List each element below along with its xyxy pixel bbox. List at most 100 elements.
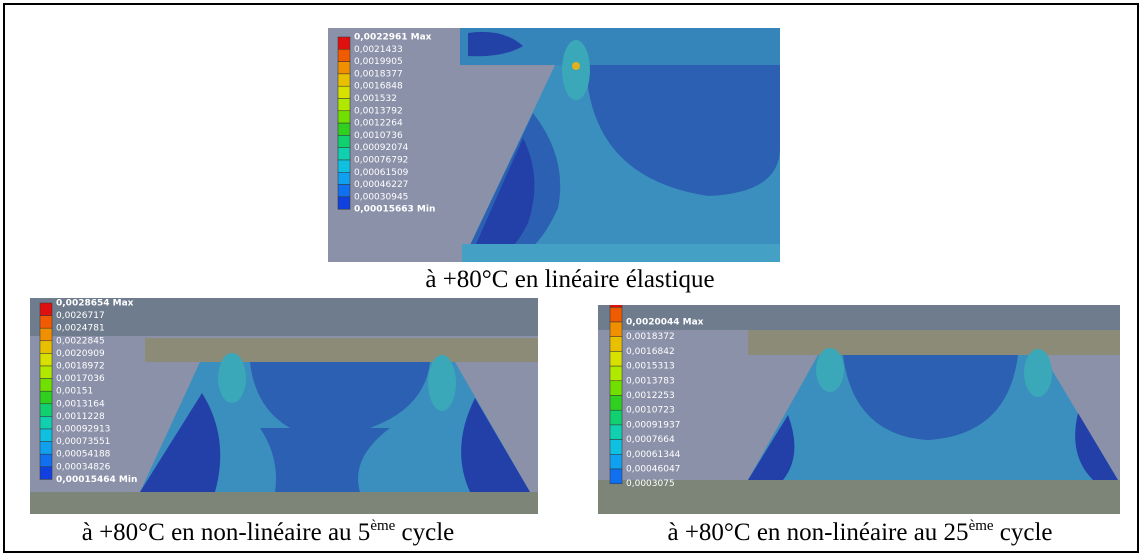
legend-label: 0,0012253 bbox=[626, 391, 675, 401]
legend-swatch bbox=[39, 327, 53, 342]
legend-swatch bbox=[39, 378, 53, 392]
legend-swatch bbox=[39, 453, 53, 468]
legend-label: 0,0015313 bbox=[626, 362, 675, 372]
legend-label: 0,00046047 bbox=[626, 465, 680, 475]
legend-swatch bbox=[39, 340, 53, 354]
caption-sup: ème bbox=[370, 518, 396, 534]
legend-label: 0,001532 bbox=[354, 94, 397, 104]
legend-label: 0,0013783 bbox=[626, 376, 675, 386]
legend-label: 0,0013792 bbox=[354, 106, 403, 116]
legend-label: 0,00046227 bbox=[354, 180, 408, 190]
legend-swatch bbox=[337, 98, 351, 112]
legend-label: 0,0018972 bbox=[56, 362, 105, 372]
legend-label: 0,00061344 bbox=[626, 450, 681, 460]
legend-label: 0,0026717 bbox=[56, 311, 105, 321]
legend-swatch bbox=[39, 315, 53, 329]
legend-label: 0,00015663 Min bbox=[354, 205, 435, 215]
legend-swatch bbox=[609, 468, 623, 484]
legend-swatch bbox=[609, 351, 623, 367]
fea-image: 0,0020044 Max 0,0018372 0,0016842 0,0015313… bbox=[598, 305, 1120, 514]
legend-swatch bbox=[337, 61, 351, 75]
legend-swatch bbox=[39, 390, 53, 405]
legend-swatch bbox=[337, 184, 351, 198]
legend-swatch bbox=[39, 353, 53, 367]
legend-swatch bbox=[337, 147, 351, 161]
caption-sup: ème bbox=[968, 518, 994, 534]
legend-swatch bbox=[609, 336, 623, 352]
legend-label: 0,0019905 bbox=[354, 57, 403, 67]
legend-label: 0,0017036 bbox=[56, 374, 105, 384]
legend-swatch bbox=[39, 416, 53, 430]
legend-label: 0,0020909 bbox=[56, 349, 105, 359]
caption-tail: cycle bbox=[395, 519, 455, 546]
legend-swatch bbox=[609, 305, 623, 308]
caption-text: à +80°C en non-linéaire au 5 bbox=[81, 519, 371, 546]
caption-text: à +80°C en non-linéaire au 25 bbox=[667, 519, 969, 546]
legend-swatch bbox=[39, 441, 53, 455]
caption: à +80°C en non-linéaire au 25ème cycle bbox=[667, 518, 1052, 547]
legend-label: 0,0024781 bbox=[56, 324, 105, 334]
legend-swatch bbox=[39, 466, 53, 480]
legend-label: 0,00015464 Min bbox=[56, 475, 137, 485]
fea-panel: 0,0020044 Max 0,0018372 0,0016842 0,0015313… bbox=[598, 305, 1120, 514]
legend-swatch bbox=[337, 85, 351, 99]
caption: à +80°C en linéaire élastique bbox=[425, 266, 714, 294]
legend-label: 0,0016848 bbox=[354, 82, 403, 92]
fea-panel: 0,0028654 Max 0,0026717 0,0024781 0,0022845… bbox=[30, 298, 538, 514]
legend-label: 0,0010723 bbox=[626, 406, 675, 416]
legend-swatch bbox=[337, 135, 351, 148]
legend-swatch bbox=[39, 428, 53, 442]
legend-swatch bbox=[337, 36, 351, 50]
caption-text: à +80°C en linéaire élastique bbox=[425, 266, 715, 293]
legend-label: 0,00073551 bbox=[56, 437, 110, 447]
legend-label: 0,0022845 bbox=[56, 336, 105, 346]
caption: à +80°C en non-linéaire au 5ème cycle bbox=[82, 518, 455, 547]
legend-label: 0,0016842 bbox=[626, 347, 675, 357]
legend-swatch bbox=[39, 365, 53, 379]
figure-frame bbox=[3, 3, 1139, 553]
caption-tail: cycle bbox=[993, 519, 1053, 546]
legend-label: 0,0003075 bbox=[626, 479, 675, 489]
legend-swatch bbox=[337, 73, 351, 87]
legend-label: 0,0022961 Max bbox=[354, 33, 432, 43]
legend-label: 0,00091937 bbox=[626, 420, 680, 430]
legend-swatch bbox=[609, 439, 623, 455]
legend-label: 0,00092074 bbox=[354, 143, 409, 153]
legend-label: 0,0018377 bbox=[354, 69, 403, 79]
legend-swatch bbox=[39, 403, 53, 417]
legend-swatch bbox=[609, 454, 623, 470]
legend-swatch bbox=[337, 49, 351, 62]
legend-swatch bbox=[337, 172, 351, 185]
legend-label: 0,00092913 bbox=[56, 425, 110, 435]
legend-swatch bbox=[609, 365, 623, 382]
legend-swatch bbox=[337, 122, 351, 136]
legend-label: 0,00076792 bbox=[354, 156, 408, 166]
legend-label: 0,0021433 bbox=[354, 45, 403, 55]
legend-label: 0,0020044 Max bbox=[626, 318, 704, 328]
fea-image: 0,0028654 Max 0,0026717 0,0024781 0,0022845… bbox=[30, 298, 538, 514]
legend-label: 0,0028654 Max bbox=[56, 299, 134, 309]
legend-swatch bbox=[609, 321, 623, 337]
legend-label: 0,0010736 bbox=[354, 131, 403, 141]
legend-swatch bbox=[39, 302, 53, 316]
legend-label: 0,00030945 bbox=[354, 192, 408, 202]
legend-swatch bbox=[337, 110, 351, 124]
legend-label: 0,00054188 bbox=[56, 450, 111, 460]
legend-label: 0,0011228 bbox=[56, 412, 105, 422]
legend-label: 0,0018372 bbox=[626, 332, 675, 342]
legend-label: 0,00151 bbox=[56, 387, 93, 397]
legend-swatch bbox=[609, 409, 623, 426]
legend-swatch bbox=[609, 380, 623, 396]
legend-swatch bbox=[337, 159, 351, 173]
legend-swatch bbox=[337, 196, 351, 210]
legend-label: 0,00034826 bbox=[56, 462, 111, 472]
fea-image: 0,0022961 Max 0,0021433 0,0019905 0,0018377… bbox=[328, 28, 780, 262]
legend-label: 0,0012264 bbox=[354, 119, 403, 129]
legend-swatch bbox=[609, 395, 623, 411]
fea-panel: 0,0022961 Max 0,0021433 0,0019905 0,0018377… bbox=[328, 28, 780, 262]
legend-label: 0,0013164 bbox=[56, 399, 105, 409]
legend-label: 0,00061509 bbox=[354, 168, 409, 178]
legend-label: 0,0007664 bbox=[626, 435, 675, 445]
legend-swatch bbox=[609, 424, 623, 440]
